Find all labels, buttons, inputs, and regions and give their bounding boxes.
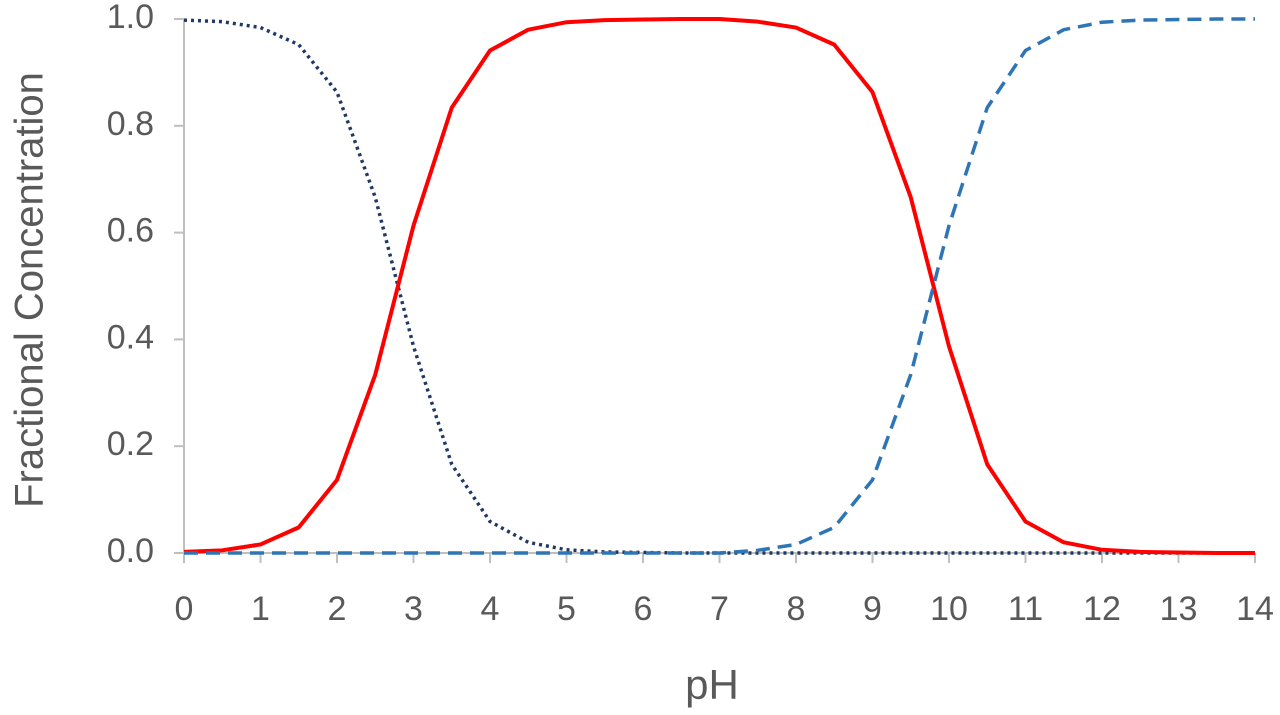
x-tick-label: 5 xyxy=(557,590,576,628)
x-tick-label: 1 xyxy=(251,590,270,628)
x-tick-label: 0 xyxy=(175,590,194,628)
series-line xyxy=(183,17,1255,555)
x-tick-label: 4 xyxy=(481,590,500,628)
x-tick-label: 7 xyxy=(710,590,729,628)
y-tick-label: 0.0 xyxy=(107,532,154,570)
x-tick-label: 3 xyxy=(404,590,423,628)
y-axis-label: Fractional Concentration xyxy=(8,72,52,508)
x-tick-label: 8 xyxy=(787,590,806,628)
series-line xyxy=(183,18,1255,555)
y-tick-label: 1.0 xyxy=(107,0,154,36)
x-tick-label: 6 xyxy=(634,590,653,628)
x-tick-label: 10 xyxy=(930,590,968,628)
x-tick-label: 12 xyxy=(1083,590,1121,628)
x-tick-label: 2 xyxy=(328,590,347,628)
x-axis-label: pH xyxy=(685,661,739,708)
x-tick-label: 9 xyxy=(863,590,882,628)
series-line xyxy=(184,17,1255,555)
y-tick-label: 0.6 xyxy=(107,212,154,250)
y-tick-label: 0.8 xyxy=(107,105,154,143)
y-tick-label: 0.2 xyxy=(107,425,154,463)
x-tick-label: 11 xyxy=(1008,590,1043,628)
y-tick-label: 0.4 xyxy=(107,318,154,356)
x-tick-label: 14 xyxy=(1236,590,1274,628)
x-tick-label: 13 xyxy=(1160,590,1198,628)
